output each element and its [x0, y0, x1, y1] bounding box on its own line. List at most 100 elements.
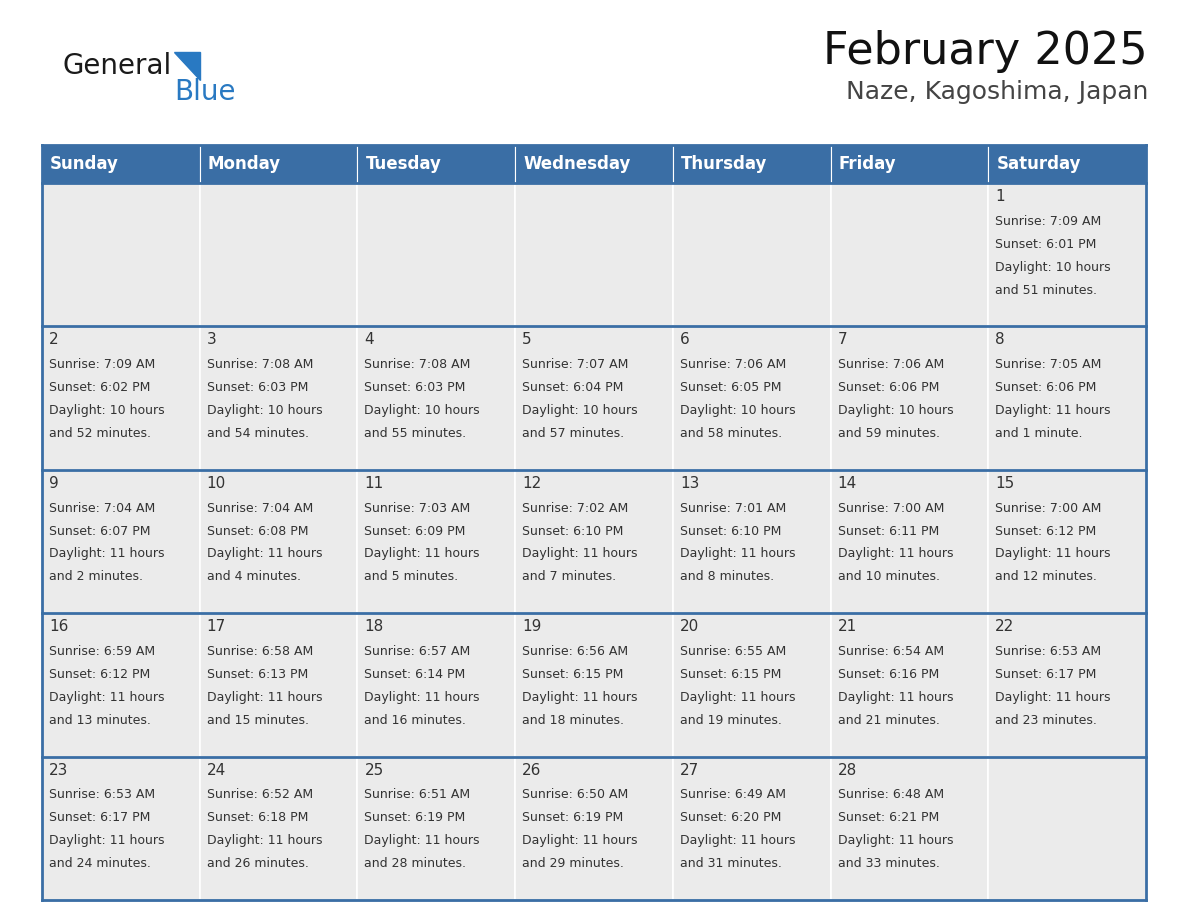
- Text: 4: 4: [365, 332, 374, 347]
- Text: Daylight: 11 hours: Daylight: 11 hours: [365, 547, 480, 561]
- Bar: [672, 183, 830, 327]
- Text: Sunrise: 6:53 AM: Sunrise: 6:53 AM: [996, 645, 1101, 658]
- Text: and 21 minutes.: and 21 minutes.: [838, 714, 940, 727]
- Text: 18: 18: [365, 620, 384, 634]
- Text: and 5 minutes.: and 5 minutes.: [365, 570, 459, 584]
- Text: Sunrise: 6:53 AM: Sunrise: 6:53 AM: [49, 789, 156, 801]
- Text: and 52 minutes.: and 52 minutes.: [49, 427, 151, 440]
- Bar: [830, 470, 988, 613]
- Text: Sunrise: 6:55 AM: Sunrise: 6:55 AM: [680, 645, 786, 658]
- Text: and 18 minutes.: and 18 minutes.: [523, 714, 624, 727]
- Text: 21: 21: [838, 620, 857, 634]
- Text: Sunrise: 7:00 AM: Sunrise: 7:00 AM: [838, 501, 944, 515]
- Text: and 13 minutes.: and 13 minutes.: [49, 714, 151, 727]
- Bar: [830, 613, 988, 756]
- Text: Sunset: 6:13 PM: Sunset: 6:13 PM: [207, 668, 308, 681]
- Bar: [516, 470, 672, 613]
- Bar: [358, 145, 516, 183]
- Text: Daylight: 10 hours: Daylight: 10 hours: [838, 404, 953, 417]
- Text: Daylight: 11 hours: Daylight: 11 hours: [523, 834, 638, 847]
- Text: Daylight: 10 hours: Daylight: 10 hours: [680, 404, 796, 417]
- Text: 2: 2: [49, 332, 58, 347]
- Text: 19: 19: [523, 620, 542, 634]
- Text: and 58 minutes.: and 58 minutes.: [680, 427, 782, 440]
- Text: Daylight: 11 hours: Daylight: 11 hours: [680, 547, 795, 561]
- Text: Daylight: 11 hours: Daylight: 11 hours: [838, 691, 953, 704]
- Bar: [200, 756, 358, 900]
- Text: Sunrise: 7:00 AM: Sunrise: 7:00 AM: [996, 501, 1101, 515]
- Text: Tuesday: Tuesday: [366, 155, 441, 173]
- Bar: [200, 327, 358, 470]
- Text: Sunset: 6:19 PM: Sunset: 6:19 PM: [365, 812, 466, 824]
- Bar: [988, 145, 1146, 183]
- Bar: [516, 327, 672, 470]
- Text: Sunrise: 7:08 AM: Sunrise: 7:08 AM: [207, 358, 314, 371]
- Bar: [200, 145, 358, 183]
- Bar: [516, 145, 672, 183]
- Text: and 15 minutes.: and 15 minutes.: [207, 714, 309, 727]
- Bar: [358, 183, 516, 327]
- Text: 23: 23: [49, 763, 69, 778]
- Text: Sunrise: 6:59 AM: Sunrise: 6:59 AM: [49, 645, 156, 658]
- Text: Daylight: 11 hours: Daylight: 11 hours: [365, 691, 480, 704]
- Text: Sunrise: 7:08 AM: Sunrise: 7:08 AM: [365, 358, 470, 371]
- Bar: [672, 756, 830, 900]
- Text: 15: 15: [996, 476, 1015, 491]
- Bar: [988, 756, 1146, 900]
- Text: Sunset: 6:06 PM: Sunset: 6:06 PM: [996, 381, 1097, 394]
- Text: Sunset: 6:18 PM: Sunset: 6:18 PM: [207, 812, 308, 824]
- Text: 9: 9: [49, 476, 58, 491]
- Text: and 31 minutes.: and 31 minutes.: [680, 857, 782, 870]
- Text: Sunset: 6:15 PM: Sunset: 6:15 PM: [680, 668, 782, 681]
- Text: Naze, Kagoshima, Japan: Naze, Kagoshima, Japan: [846, 80, 1148, 104]
- Text: Friday: Friday: [839, 155, 896, 173]
- Text: and 26 minutes.: and 26 minutes.: [207, 857, 309, 870]
- Text: Sunset: 6:07 PM: Sunset: 6:07 PM: [49, 524, 151, 538]
- Text: 14: 14: [838, 476, 857, 491]
- Text: Sunset: 6:11 PM: Sunset: 6:11 PM: [838, 524, 939, 538]
- Bar: [830, 327, 988, 470]
- Text: Daylight: 11 hours: Daylight: 11 hours: [523, 547, 638, 561]
- Text: 3: 3: [207, 332, 216, 347]
- Text: and 10 minutes.: and 10 minutes.: [838, 570, 940, 584]
- Text: 7: 7: [838, 332, 847, 347]
- Text: Sunday: Sunday: [50, 155, 119, 173]
- Text: 10: 10: [207, 476, 226, 491]
- Text: Sunset: 6:05 PM: Sunset: 6:05 PM: [680, 381, 782, 394]
- Text: and 33 minutes.: and 33 minutes.: [838, 857, 940, 870]
- Bar: [516, 183, 672, 327]
- Text: Sunset: 6:20 PM: Sunset: 6:20 PM: [680, 812, 782, 824]
- Text: Daylight: 11 hours: Daylight: 11 hours: [996, 547, 1111, 561]
- Text: 12: 12: [523, 476, 542, 491]
- Text: Sunset: 6:19 PM: Sunset: 6:19 PM: [523, 812, 624, 824]
- Polygon shape: [173, 52, 200, 80]
- Text: Daylight: 11 hours: Daylight: 11 hours: [523, 691, 638, 704]
- Text: and 19 minutes.: and 19 minutes.: [680, 714, 782, 727]
- Text: Sunset: 6:06 PM: Sunset: 6:06 PM: [838, 381, 939, 394]
- Text: Sunrise: 7:04 AM: Sunrise: 7:04 AM: [49, 501, 156, 515]
- Text: and 4 minutes.: and 4 minutes.: [207, 570, 301, 584]
- Text: Daylight: 11 hours: Daylight: 11 hours: [838, 834, 953, 847]
- Text: Daylight: 11 hours: Daylight: 11 hours: [996, 404, 1111, 417]
- Text: Sunrise: 7:02 AM: Sunrise: 7:02 AM: [523, 501, 628, 515]
- Text: Wednesday: Wednesday: [523, 155, 631, 173]
- Text: General: General: [62, 52, 171, 80]
- Text: Sunset: 6:09 PM: Sunset: 6:09 PM: [365, 524, 466, 538]
- Text: Sunrise: 6:54 AM: Sunrise: 6:54 AM: [838, 645, 943, 658]
- Text: 26: 26: [523, 763, 542, 778]
- Text: Sunset: 6:10 PM: Sunset: 6:10 PM: [523, 524, 624, 538]
- Text: Sunset: 6:01 PM: Sunset: 6:01 PM: [996, 238, 1097, 251]
- Text: Daylight: 11 hours: Daylight: 11 hours: [49, 547, 164, 561]
- Bar: [672, 470, 830, 613]
- Bar: [516, 613, 672, 756]
- Bar: [672, 613, 830, 756]
- Text: Sunset: 6:17 PM: Sunset: 6:17 PM: [49, 812, 151, 824]
- Text: Sunset: 6:10 PM: Sunset: 6:10 PM: [680, 524, 782, 538]
- Text: Sunrise: 6:51 AM: Sunrise: 6:51 AM: [365, 789, 470, 801]
- Text: and 57 minutes.: and 57 minutes.: [523, 427, 624, 440]
- Bar: [42, 470, 200, 613]
- Text: 13: 13: [680, 476, 700, 491]
- Text: Sunrise: 7:06 AM: Sunrise: 7:06 AM: [680, 358, 786, 371]
- Text: 25: 25: [365, 763, 384, 778]
- Bar: [42, 145, 200, 183]
